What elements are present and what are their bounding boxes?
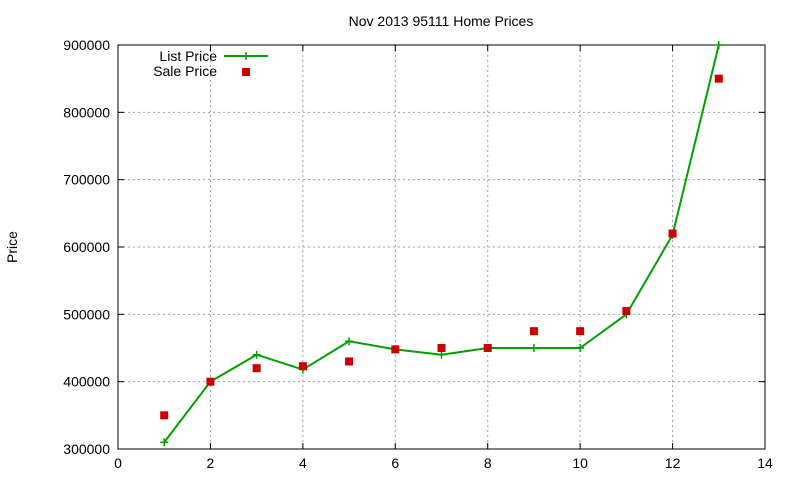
axis-ticks xyxy=(117,44,766,450)
y-tick-label: 900000 xyxy=(63,37,110,53)
series-layer xyxy=(160,41,723,447)
y-axis-label: Price xyxy=(4,231,20,263)
x-tick-label: 4 xyxy=(299,455,307,471)
list-price-point xyxy=(714,41,723,49)
sale-price-point xyxy=(206,377,215,386)
sale-price-point xyxy=(529,327,538,336)
sale-price-point xyxy=(345,357,354,366)
list-price-point xyxy=(160,438,169,447)
list-price-point xyxy=(576,344,585,352)
legend-label-sale-price: Sale Price xyxy=(153,63,217,79)
y-tick-labels: 300000 400000 500000 600000 700000 800000 9000… xyxy=(63,37,110,457)
sale-price-point xyxy=(576,327,585,336)
list-price-point xyxy=(345,337,354,346)
x-tick-label: 8 xyxy=(484,455,492,471)
sale-price-point xyxy=(160,411,169,420)
chart-title: Nov 2013 95111 Home Prices xyxy=(349,13,534,29)
y-tick-label: 400000 xyxy=(63,374,110,390)
x-tick-label: 10 xyxy=(572,455,588,471)
legend-marker-sale-price xyxy=(242,68,250,76)
y-tick-label: 800000 xyxy=(63,104,110,120)
list-price-line xyxy=(163,44,720,443)
sale-price-point xyxy=(298,362,307,371)
legend-label-list-price: List Price xyxy=(159,48,217,64)
x-tick-label: 14 xyxy=(757,455,773,471)
sale-price-point xyxy=(391,345,400,354)
x-tick-label: 6 xyxy=(391,455,399,471)
x-tick-label: 2 xyxy=(207,455,215,471)
list-price-point xyxy=(437,350,446,359)
y-tick-label: 300000 xyxy=(63,441,110,457)
plot-frame xyxy=(117,44,766,450)
list-price-point xyxy=(252,350,261,359)
y-tick-label: 500000 xyxy=(63,306,110,322)
list-price-point xyxy=(529,344,538,352)
sale-price-point xyxy=(252,364,261,373)
y-tick-label: 700000 xyxy=(63,172,110,188)
sale-price-point xyxy=(483,344,492,352)
y-tick-label: 600000 xyxy=(63,239,110,255)
grid xyxy=(118,45,765,449)
sale-price-point xyxy=(714,74,723,83)
sale-price-point xyxy=(668,229,677,238)
sale-price-point xyxy=(622,306,631,315)
x-tick-label: 12 xyxy=(665,455,681,471)
x-tick-label: 0 xyxy=(114,455,122,471)
x-tick-labels: 0 2 4 6 8 10 12 14 xyxy=(114,455,773,471)
sale-price-point xyxy=(437,344,446,352)
